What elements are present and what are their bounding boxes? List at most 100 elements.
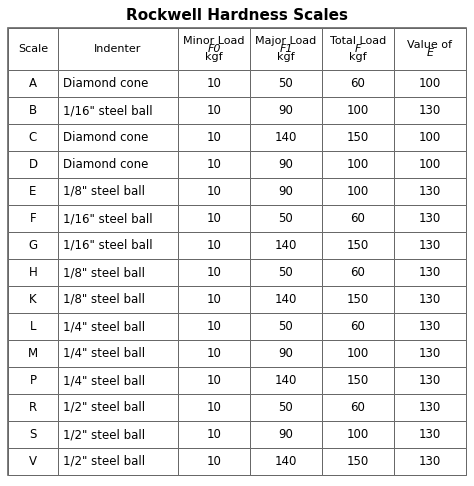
Bar (8, 313, 58, 340)
Bar (394, 205, 466, 232)
Text: D: D (28, 158, 37, 171)
Text: 10: 10 (207, 212, 221, 225)
Text: 140: 140 (275, 374, 297, 387)
Bar (322, 421, 394, 448)
Text: 130: 130 (419, 347, 441, 360)
Bar (250, 421, 322, 448)
Text: Diamond cone: Diamond cone (63, 158, 148, 171)
Bar (178, 97, 250, 124)
Bar (178, 205, 250, 232)
Text: kgf: kgf (277, 52, 295, 62)
Text: Indenter: Indenter (94, 44, 142, 54)
Bar (8, 205, 58, 232)
Bar (58, 313, 178, 340)
Text: 1/8" steel ball: 1/8" steel ball (63, 293, 145, 306)
Bar (178, 448, 250, 475)
Text: 10: 10 (207, 77, 221, 90)
Bar (58, 286, 178, 313)
Bar (178, 394, 250, 421)
Bar (394, 259, 466, 286)
Bar (178, 178, 250, 205)
Text: 1/8" steel ball: 1/8" steel ball (63, 266, 145, 279)
Bar (394, 28, 466, 70)
Bar (178, 259, 250, 286)
Text: kgf: kgf (349, 52, 367, 62)
Bar (250, 124, 322, 151)
Text: 1/4" steel ball: 1/4" steel ball (63, 320, 145, 333)
Text: 130: 130 (419, 212, 441, 225)
Text: 140: 140 (275, 293, 297, 306)
Bar (178, 151, 250, 178)
Text: Value of: Value of (408, 39, 453, 50)
Bar (394, 178, 466, 205)
Text: 150: 150 (347, 131, 369, 144)
Bar (178, 232, 250, 259)
Text: 100: 100 (347, 185, 369, 198)
Bar (250, 70, 322, 97)
Bar (8, 70, 58, 97)
Text: K: K (29, 293, 37, 306)
Text: 60: 60 (351, 266, 365, 279)
Text: Scale: Scale (18, 44, 48, 54)
Bar (322, 151, 394, 178)
Text: P: P (29, 374, 36, 387)
Bar (250, 313, 322, 340)
Bar (394, 232, 466, 259)
Bar (58, 178, 178, 205)
Text: 1/4" steel ball: 1/4" steel ball (63, 374, 145, 387)
Text: 90: 90 (279, 428, 293, 441)
Bar (8, 28, 58, 70)
Bar (58, 394, 178, 421)
Bar (58, 259, 178, 286)
Bar (8, 232, 58, 259)
Bar (322, 448, 394, 475)
Text: 10: 10 (207, 239, 221, 252)
Bar (394, 151, 466, 178)
Text: 130: 130 (419, 266, 441, 279)
Text: G: G (28, 239, 37, 252)
Text: 50: 50 (279, 77, 293, 90)
Bar (250, 28, 322, 70)
Bar (58, 421, 178, 448)
Text: 100: 100 (419, 158, 441, 171)
Bar (322, 28, 394, 70)
Bar (322, 97, 394, 124)
Bar (58, 448, 178, 475)
Bar (8, 124, 58, 151)
Bar (250, 367, 322, 394)
Text: 150: 150 (347, 239, 369, 252)
Bar (58, 205, 178, 232)
Text: B: B (29, 104, 37, 117)
Bar (58, 97, 178, 124)
Text: 10: 10 (207, 185, 221, 198)
Bar (178, 421, 250, 448)
Text: 150: 150 (347, 374, 369, 387)
Bar (250, 286, 322, 313)
Text: E: E (427, 49, 434, 58)
Text: Diamond cone: Diamond cone (63, 131, 148, 144)
Text: 100: 100 (347, 158, 369, 171)
Text: F0: F0 (207, 44, 221, 54)
Bar (394, 367, 466, 394)
Text: kgf: kgf (205, 52, 223, 62)
Text: 1/16" steel ball: 1/16" steel ball (63, 104, 153, 117)
Text: 100: 100 (419, 77, 441, 90)
Text: C: C (29, 131, 37, 144)
Text: 60: 60 (351, 77, 365, 90)
Text: 10: 10 (207, 374, 221, 387)
Text: 10: 10 (207, 131, 221, 144)
Bar (8, 259, 58, 286)
Text: L: L (30, 320, 36, 333)
Bar (8, 340, 58, 367)
Bar (250, 259, 322, 286)
Text: 130: 130 (419, 185, 441, 198)
Bar (58, 367, 178, 394)
Bar (178, 70, 250, 97)
Text: 100: 100 (419, 131, 441, 144)
Text: 60: 60 (351, 212, 365, 225)
Bar (178, 124, 250, 151)
Bar (250, 448, 322, 475)
Text: 1/2" steel ball: 1/2" steel ball (63, 401, 145, 414)
Text: 130: 130 (419, 455, 441, 468)
Bar (58, 28, 178, 70)
